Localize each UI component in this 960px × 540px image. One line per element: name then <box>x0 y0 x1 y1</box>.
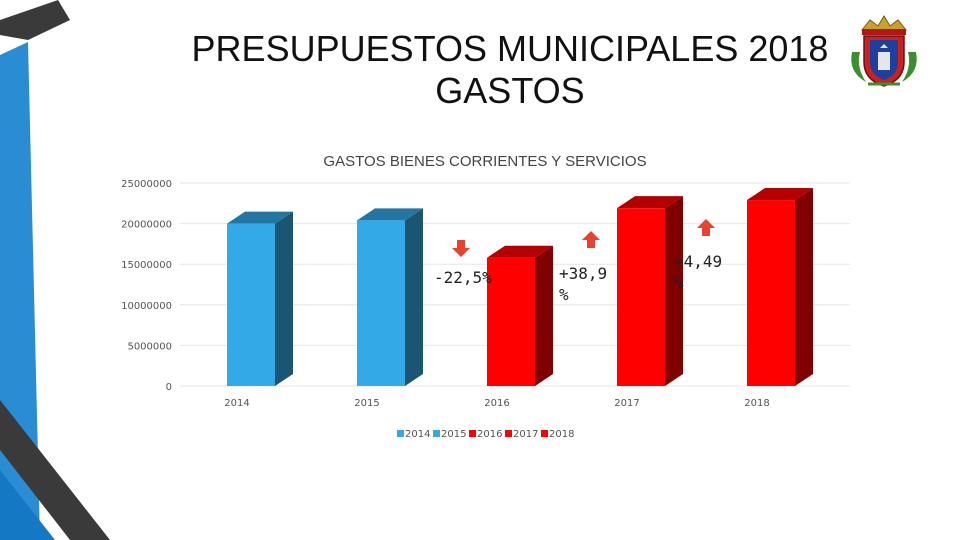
legend-swatch <box>541 430 548 437</box>
y-axis: 0 5000000 10000000 15000000 20000000 25000000 <box>121 179 172 393</box>
legend-swatch <box>469 430 476 437</box>
x-axis: 2014 2015 2016 2017 2018 <box>224 398 769 409</box>
slide-title-line1: PRESUPUESTOS MUNICIPALES 2018 <box>191 28 829 69</box>
annotations: -22,5% +38,9 % +4,49% <box>434 219 722 304</box>
chart-title: GASTOS BIENES CORRIENTES Y SERVICIOS <box>323 153 646 170</box>
legend-entry-2017: 2017 <box>505 429 538 440</box>
bar-side <box>535 245 553 386</box>
y-tick-label: 25000000 <box>121 179 172 190</box>
x-tick-label: 2015 <box>354 398 379 409</box>
decor-stripe-dark <box>0 400 110 540</box>
y-tick-label: 20000000 <box>121 220 172 231</box>
bar-front <box>747 200 795 386</box>
bar-2017 <box>617 196 683 386</box>
bar-front <box>617 208 665 386</box>
y-tick-label: 15000000 <box>121 260 172 271</box>
y-tick-label: 10000000 <box>121 301 172 312</box>
y-tick-label: 5000000 <box>127 341 172 352</box>
x-tick-label: 2018 <box>744 398 769 409</box>
annotation-2016: -22,5% <box>434 240 492 287</box>
legend-label: 2015 <box>441 429 466 440</box>
bar-2015 <box>357 208 423 386</box>
annotation-label: +38,9% <box>559 264 607 304</box>
arrow-down-icon <box>452 240 470 257</box>
municipal-crest-icon <box>851 15 917 87</box>
legend-label: 2014 <box>405 429 430 440</box>
x-tick-label: 2017 <box>614 398 639 409</box>
bar-2014 <box>227 211 293 386</box>
legend-swatch <box>505 430 512 437</box>
x-tick-label: 2016 <box>484 398 509 409</box>
bar-top <box>357 208 423 221</box>
bar-side <box>665 196 683 386</box>
annotation-2017: +38,9% <box>559 231 607 304</box>
bar-2018 <box>747 188 813 386</box>
arrow-up-icon <box>582 231 600 248</box>
slide-title-line2: GASTOS <box>435 70 585 111</box>
arrow-up-icon <box>697 219 715 236</box>
legend-label: 2017 <box>513 429 538 440</box>
legend-swatch <box>433 430 440 437</box>
bar-top <box>747 188 813 201</box>
bar-front <box>487 257 535 386</box>
bar-front <box>357 220 405 386</box>
bar-top <box>617 196 683 209</box>
bar-top <box>487 245 553 258</box>
bar-2016 <box>487 245 553 386</box>
bars <box>227 188 813 386</box>
legend-label: 2016 <box>477 429 502 440</box>
legend-entry-2016: 2016 <box>469 429 502 440</box>
legend-swatch <box>397 430 404 437</box>
bar-side <box>405 208 423 386</box>
bar-front <box>227 223 275 386</box>
bar-side <box>275 211 293 386</box>
legend-label: 2018 <box>549 429 574 440</box>
legend-entry-2014: 2014 <box>397 429 430 440</box>
decor-stripe-top <box>0 0 70 40</box>
legend-entry-2018: 2018 <box>541 429 574 440</box>
annotation-label: +4,49% <box>674 252 722 292</box>
x-tick-label: 2014 <box>224 398 249 409</box>
bar-side <box>795 188 813 386</box>
annotation-label: -22,5% <box>434 268 492 287</box>
legend-entry-2015: 2015 <box>433 429 466 440</box>
bar-top <box>227 211 293 224</box>
slide-title: PRESUPUESTOS MUNICIPALES 2018 GASTOS <box>150 28 870 112</box>
y-tick-label: 0 <box>166 382 172 393</box>
slide-decoration <box>0 0 110 540</box>
annotation-2018: +4,49% <box>674 219 722 292</box>
decor-stripe-corner <box>0 470 55 540</box>
legend: 2014 2015 2016 2017 2018 <box>397 429 574 440</box>
